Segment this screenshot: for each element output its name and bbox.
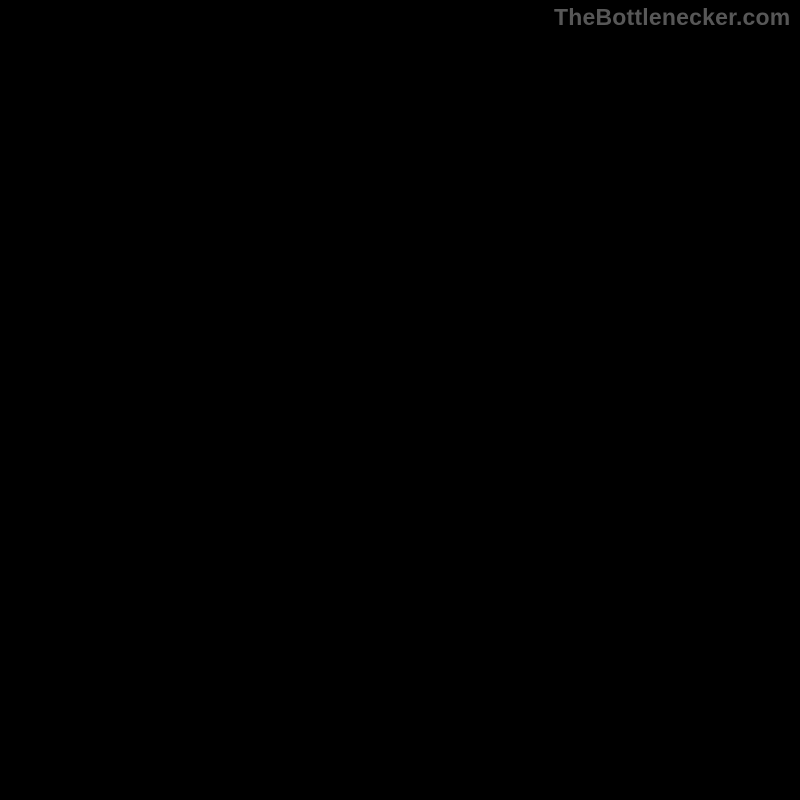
- watermark-text: TheBottlenecker.com: [554, 4, 790, 31]
- outer-frame: [0, 0, 800, 800]
